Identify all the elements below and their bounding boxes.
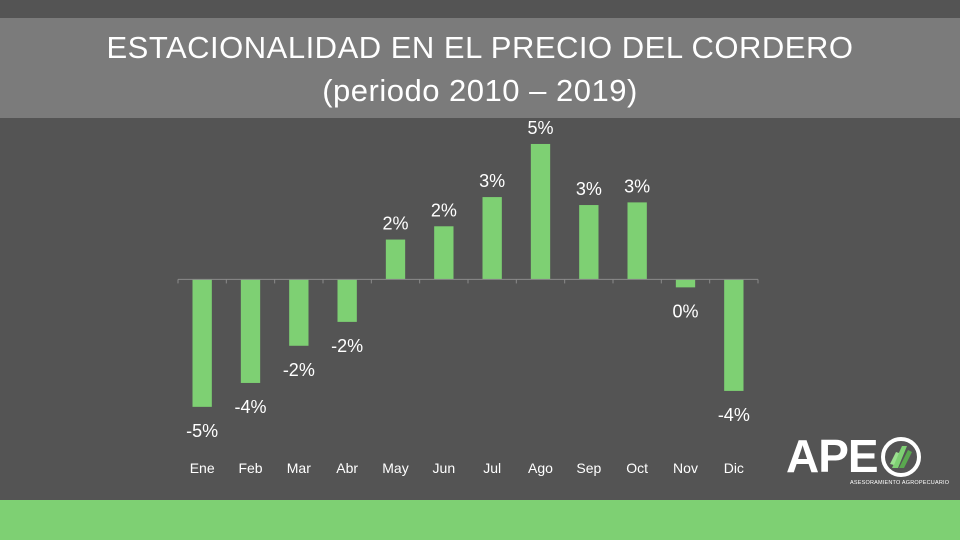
category-label: Jul xyxy=(483,460,501,476)
data-label: 3% xyxy=(576,179,602,199)
bar-sep xyxy=(579,205,599,280)
data-label: 5% xyxy=(527,118,553,138)
data-label: 0% xyxy=(672,301,698,321)
data-label: -5% xyxy=(186,421,218,441)
bar-jul xyxy=(482,197,502,280)
bar-feb xyxy=(240,279,261,383)
bar-chart: -5% -4% -2% -2% 2% 2% 3% 5% 3% 3% 0% -4% Ene Feb Mar A… xyxy=(177,118,759,476)
bar-dic xyxy=(724,279,744,391)
category-label: Ago xyxy=(528,460,553,476)
bar-abr xyxy=(337,279,357,322)
bar-nov xyxy=(675,279,696,288)
bar-may xyxy=(385,239,406,280)
data-labels: -5% -4% -2% -2% 2% 2% 3% 5% 3% 3% 0% -4% xyxy=(186,118,750,441)
category-label: Ene xyxy=(190,460,215,476)
bar-mar xyxy=(289,279,309,346)
chart-subtitle: (periodo 2010 – 2019) xyxy=(322,73,638,108)
company-logo: APE ASESORAMIENTO AGROPECUARIO xyxy=(784,428,949,494)
bar-series xyxy=(192,143,744,407)
title-band: ESTACIONALIDAD EN EL PRECIO DEL CORDERO … xyxy=(0,18,960,118)
category-label: May xyxy=(382,460,408,476)
logo-text: APE xyxy=(786,430,879,482)
bar-jun xyxy=(434,226,454,280)
category-label: Nov xyxy=(673,460,698,476)
category-label: Dic xyxy=(724,460,744,476)
data-label: 3% xyxy=(624,176,650,196)
data-label: 3% xyxy=(479,171,505,191)
data-label: -4% xyxy=(234,397,266,417)
category-label: Sep xyxy=(576,460,601,476)
data-label: -2% xyxy=(331,336,363,356)
data-label: -4% xyxy=(718,405,750,425)
bar-oct xyxy=(627,202,647,280)
category-label: Abr xyxy=(336,460,358,476)
chart-title: ESTACIONALIDAD EN EL PRECIO DEL CORDERO xyxy=(106,30,854,65)
data-label: -2% xyxy=(283,360,315,380)
data-label: 2% xyxy=(382,214,408,234)
category-labels: Ene Feb Mar Abr May Jun Jul Ago Sep Oct Nov Dic xyxy=(190,460,744,476)
bar-ene xyxy=(192,279,212,407)
logo-subtitle: ASESORAMIENTO AGROPECUARIO xyxy=(850,480,950,486)
category-label: Mar xyxy=(287,460,311,476)
category-label: Feb xyxy=(238,460,262,476)
category-label: Jun xyxy=(433,460,456,476)
footer-band xyxy=(0,500,960,540)
bar-ago xyxy=(530,143,551,280)
data-label: 2% xyxy=(431,200,457,220)
x-axis-ticks xyxy=(177,279,759,284)
leaf-circle-icon xyxy=(881,437,921,477)
category-label: Oct xyxy=(626,460,648,476)
